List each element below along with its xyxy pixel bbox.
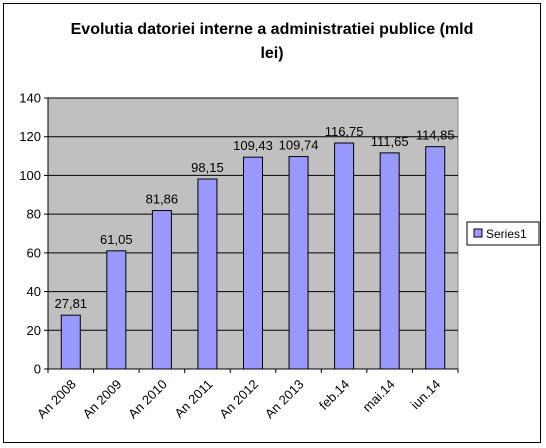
data-label: 109,74 — [279, 138, 319, 153]
bar-an-2012 — [243, 156, 263, 370]
legend-label-series1: Series1 — [486, 227, 527, 241]
bar-mai-14 — [379, 152, 400, 370]
bars — [60, 142, 446, 370]
legend-box — [466, 221, 540, 246]
data-labels: 27,81 61,05 81,86 98,15 109,43 109,74 116,75 11… — [55, 124, 455, 311]
x-axis: An 2008 An 2009 An 2010 An 2011 An 2012 An 20… — [34, 368, 459, 422]
x-tick-label: An 2011 — [171, 377, 215, 421]
x-tick-label: An 2010 — [125, 377, 170, 422]
data-label: 114,85 — [416, 128, 455, 143]
chart-title-line-2: lei) — [260, 45, 283, 62]
data-label: 116,75 — [325, 124, 364, 139]
y-tick-label: 0 — [34, 362, 41, 377]
y-axis: 0 20 40 60 80 100 120 140 — [19, 91, 49, 377]
y-tick-label: 40 — [27, 284, 41, 299]
data-label: 109,43 — [233, 138, 273, 153]
y-tick-label: 140 — [19, 91, 41, 106]
y-tick-label: 60 — [27, 245, 41, 260]
bar-an-2013 — [288, 156, 309, 370]
legend-swatch — [473, 228, 483, 238]
x-tick-label: An 2009 — [80, 377, 125, 422]
y-tick-label: 20 — [27, 323, 41, 338]
bar-an-2011 — [197, 178, 218, 370]
y-tick-label: 120 — [19, 129, 41, 144]
bar-an-2010 — [151, 210, 172, 370]
y-tick-label: 80 — [27, 207, 41, 222]
bar-iun-14 — [425, 146, 446, 370]
x-tick-label: An 2012 — [216, 377, 261, 422]
x-tick-label: mai.14 — [360, 377, 398, 415]
x-tick-label: iun.14 — [408, 377, 444, 413]
x-tick-label: An 2013 — [262, 377, 307, 422]
bar-an-2008 — [60, 314, 81, 370]
x-tick-label: An 2008 — [34, 377, 79, 422]
legend: Series1 — [466, 221, 540, 246]
data-label: 27,81 — [55, 296, 88, 311]
y-tick-label: 100 — [19, 168, 41, 183]
data-label: 61,05 — [100, 232, 133, 247]
data-label: 98,15 — [191, 160, 224, 175]
data-label: 81,86 — [146, 192, 179, 207]
data-label: 111,65 — [371, 134, 409, 149]
bar-feb-14 — [334, 142, 355, 370]
x-tick-label: feb.14 — [316, 377, 352, 413]
chart-title-line-1: Evolutia datoriei interne a administrati… — [71, 21, 474, 38]
bar-an-2009 — [106, 250, 127, 370]
